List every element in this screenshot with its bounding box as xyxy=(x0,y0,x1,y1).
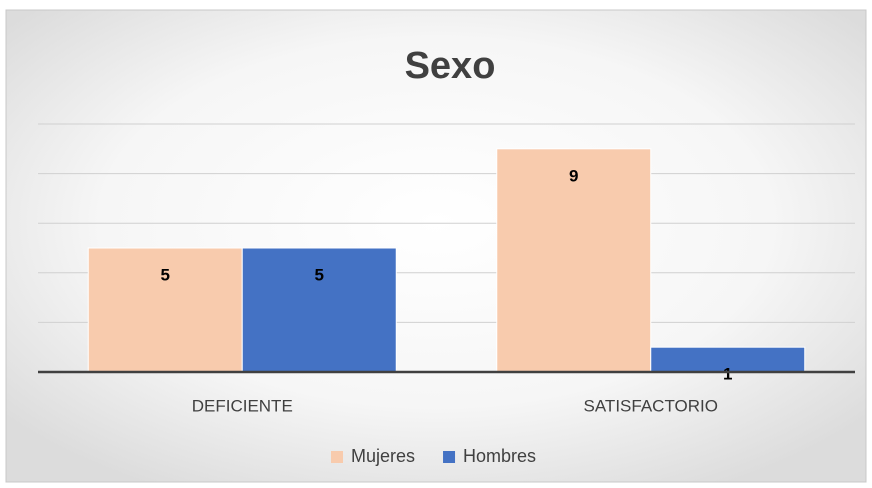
data-label: 9 xyxy=(569,166,578,185)
legend-swatch xyxy=(331,451,343,463)
legend-label: Hombres xyxy=(463,446,536,466)
legend-label: Mujeres xyxy=(351,446,415,466)
x-tick-label: SATISFACTORIO xyxy=(584,396,718,415)
data-label: 1 xyxy=(723,365,732,384)
data-label: 5 xyxy=(161,265,170,284)
bar xyxy=(650,346,806,373)
bar xyxy=(241,247,397,373)
chart-title: Sexo xyxy=(405,45,496,87)
chart-background xyxy=(5,9,867,483)
legend-swatch xyxy=(443,451,456,463)
x-tick-label: DEFICIENTE xyxy=(192,396,293,415)
data-label: 5 xyxy=(315,265,324,284)
bar xyxy=(496,148,652,373)
